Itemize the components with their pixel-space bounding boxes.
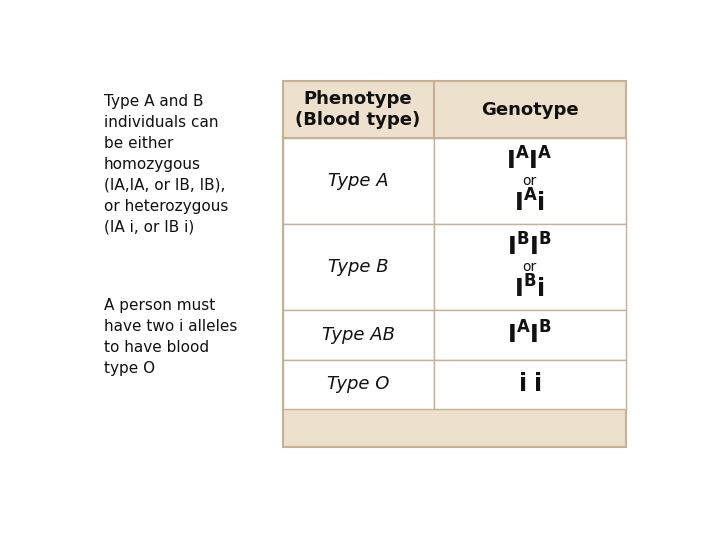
Bar [433, 360, 626, 409]
Text: or: or [523, 260, 536, 274]
Text: Genotype: Genotype [481, 101, 578, 119]
Text: $\mathbf{I}^{\mathbf{B}}\mathbf{i}$: $\mathbf{I}^{\mathbf{B}}\mathbf{i}$ [514, 276, 545, 303]
Text: $\mathbf{i}\ \mathbf{i}$: $\mathbf{i}\ \mathbf{i}$ [518, 372, 541, 396]
Text: Type B: Type B [328, 258, 388, 276]
Text: $\mathbf{I}^{\mathbf{A}}\mathbf{I}^{\mathbf{B}}$: $\mathbf{I}^{\mathbf{A}}\mathbf{I}^{\mat… [507, 321, 552, 348]
Text: Type AB: Type AB [322, 326, 395, 344]
Bar [433, 224, 626, 310]
Bar [282, 360, 433, 409]
Text: $\mathbf{I}^{\mathbf{A}}\mathbf{I}^{\mathbf{A}}$: $\mathbf{I}^{\mathbf{A}}\mathbf{I}^{\mat… [506, 148, 553, 175]
Bar [282, 138, 433, 224]
Text: $\mathbf{I}^{\mathbf{B}}\mathbf{I}^{\mathbf{B}}$: $\mathbf{I}^{\mathbf{B}}\mathbf{I}^{\mat… [507, 234, 552, 261]
Text: Type A and B
individuals can
be either
homozygous
(IA,IA, or IB, IB),
or heteroz: Type A and B individuals can be either h… [104, 94, 228, 235]
Text: or: or [523, 174, 536, 188]
Bar [433, 138, 626, 224]
Bar [433, 310, 626, 360]
Text: $\mathbf{I}^{\mathbf{A}}\mathbf{i}$: $\mathbf{I}^{\mathbf{A}}\mathbf{i}$ [514, 190, 545, 217]
Text: Phenotype
(Blood type): Phenotype (Blood type) [295, 90, 420, 129]
Text: Type O: Type O [327, 375, 390, 393]
Bar [282, 310, 433, 360]
Bar [282, 224, 433, 310]
Text: Type A: Type A [328, 172, 388, 190]
Text: A person must
have two i alleles
to have blood
type O: A person must have two i alleles to have… [104, 298, 238, 376]
Bar [282, 82, 626, 447]
